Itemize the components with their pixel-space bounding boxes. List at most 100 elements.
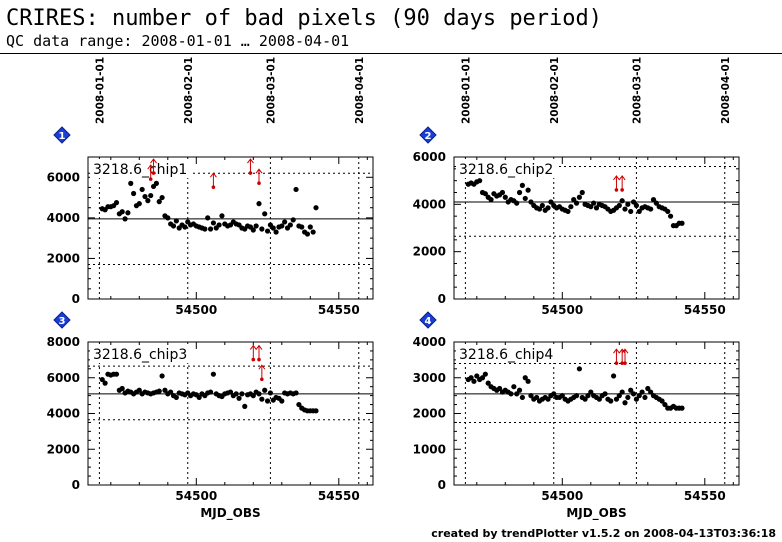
data-point xyxy=(548,199,554,205)
data-point xyxy=(516,189,523,196)
page-title: CRIRES: number of bad pixels (90 days pe… xyxy=(6,6,603,31)
chip-label-bg xyxy=(456,160,558,178)
panel-number-label: 1 xyxy=(59,131,66,142)
data-point xyxy=(650,197,657,203)
data-point xyxy=(310,229,316,235)
data-point xyxy=(662,401,668,408)
outlier-arrowhead xyxy=(258,364,266,370)
data-point xyxy=(519,182,526,188)
panel-number-label: 2 xyxy=(425,131,432,142)
data-point xyxy=(576,366,583,372)
x-tick-label: 54550 xyxy=(684,489,726,503)
data-point xyxy=(202,226,208,232)
data-point xyxy=(182,224,188,230)
data-point xyxy=(545,205,551,211)
data-point xyxy=(474,373,480,379)
x-tick-label: 54550 xyxy=(318,489,360,503)
data-point xyxy=(145,198,151,204)
panel-number-label: 3 xyxy=(59,316,66,327)
data-point xyxy=(119,385,125,392)
y-tick-label: 2000 xyxy=(47,251,80,265)
outlier-arrowhead xyxy=(613,348,620,354)
data-point xyxy=(648,389,654,395)
data-point xyxy=(482,371,488,377)
date-tick-label: 2008-02-01 xyxy=(549,57,561,124)
data-point xyxy=(591,200,597,206)
x-axis-label: MJD_OBS xyxy=(566,506,626,521)
data-point xyxy=(516,387,523,393)
date-tick-label: 2008-03-01 xyxy=(631,57,643,124)
data-point xyxy=(99,376,105,383)
data-point xyxy=(293,390,299,396)
data-point xyxy=(514,200,520,206)
data-point xyxy=(102,380,108,386)
data-point xyxy=(207,226,214,232)
data-point xyxy=(525,187,531,193)
x-tick-label: 54500 xyxy=(541,489,583,503)
data-point xyxy=(499,189,506,196)
data-point xyxy=(159,194,165,201)
y-tick-label: 0 xyxy=(72,292,80,306)
chip-label: 3218.6_chip4 xyxy=(459,347,553,363)
data-point xyxy=(576,194,583,200)
y-tick-label: 0 xyxy=(438,292,446,306)
y-tick-label: 0 xyxy=(72,478,80,492)
chip-label: 3218.6_chip1 xyxy=(93,162,187,178)
outlier-point xyxy=(257,357,261,362)
y-tick-label: 6000 xyxy=(47,371,80,385)
outlier-arrowhead xyxy=(255,168,263,174)
chart-panel-1: 2008-01-01 2008-02-01 2008-03-01 2008-04-01… xyxy=(47,57,374,317)
data-point xyxy=(256,201,262,207)
data-point xyxy=(648,206,654,212)
data-point xyxy=(262,387,268,393)
outlier-point xyxy=(248,171,253,175)
y-tick-label: 6000 xyxy=(47,170,80,184)
data-point xyxy=(511,384,517,390)
y-tick-label: 2000 xyxy=(413,245,446,259)
data-point xyxy=(139,186,145,193)
data-point xyxy=(273,229,279,235)
data-point xyxy=(259,226,265,232)
data-point xyxy=(216,222,222,228)
data-point xyxy=(471,378,477,384)
plot-frame xyxy=(87,156,374,300)
data-point xyxy=(534,394,540,401)
data-point xyxy=(477,178,483,184)
chart-panel-3: 0 2000 4000 6000 8000 54500 54550 3 3218.6_chip3… xyxy=(47,311,374,521)
data-point xyxy=(219,213,225,219)
data-point xyxy=(679,220,685,226)
data-point xyxy=(668,213,674,219)
data-point xyxy=(659,398,665,404)
data-point xyxy=(665,208,671,215)
outlier-arrowhead xyxy=(618,175,626,181)
data-point xyxy=(170,223,177,229)
data-point xyxy=(630,199,637,205)
outlier-point xyxy=(614,188,619,192)
data-point xyxy=(502,194,508,200)
data-point xyxy=(122,216,128,222)
data-point xyxy=(196,394,202,401)
data-point xyxy=(639,389,645,395)
data-point xyxy=(282,219,288,225)
x-tick-label: 54500 xyxy=(175,303,217,317)
x-tick-label: 54550 xyxy=(684,303,726,317)
data-point xyxy=(579,189,585,196)
date-tick-label: 2008-04-01 xyxy=(720,57,732,124)
data-point xyxy=(642,394,648,401)
data-point xyxy=(559,393,565,399)
data-point xyxy=(256,391,262,397)
panel-number-badge xyxy=(53,311,71,329)
outlier-point xyxy=(260,377,264,382)
data-point xyxy=(119,209,125,215)
outlier-arrowhead xyxy=(150,158,157,164)
data-point xyxy=(468,375,474,381)
y-tick-label: 2000 xyxy=(413,407,446,421)
date-tick-label: 2008-03-01 xyxy=(265,57,277,124)
data-point xyxy=(551,391,557,397)
data-point xyxy=(159,373,165,379)
data-point xyxy=(210,371,216,377)
chip-label-bg xyxy=(90,160,192,178)
data-point xyxy=(622,206,628,212)
data-point xyxy=(264,398,271,404)
data-point xyxy=(279,223,285,229)
